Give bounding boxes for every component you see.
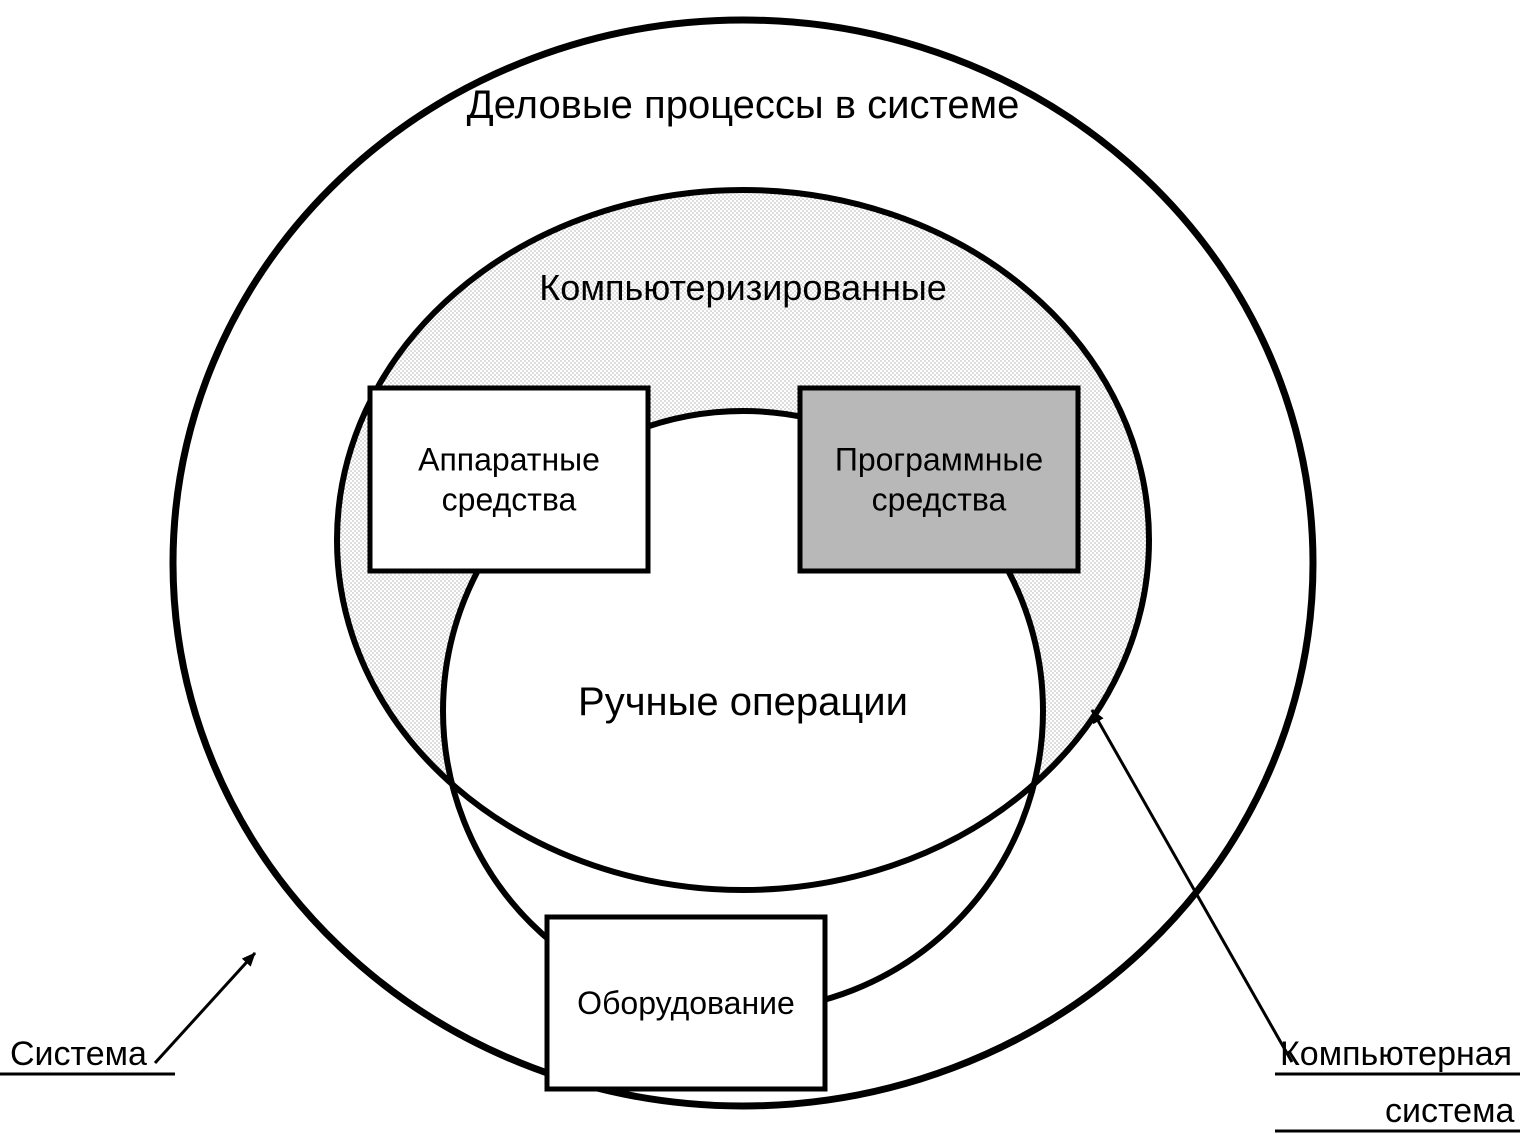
equipment-box: Оборудование <box>547 917 825 1089</box>
callout-left: Система <box>0 953 255 1074</box>
svg-text:Аппаратные: Аппаратные <box>418 442 600 478</box>
inner-title: Ручные операции <box>578 680 908 724</box>
software-box: Программные средства <box>800 388 1078 571</box>
svg-text:Программные: Программные <box>835 442 1043 478</box>
svg-text:Оборудование: Оборудование <box>577 985 795 1021</box>
callout-right-line1: Компьютерная <box>1280 1035 1512 1073</box>
middle-title: Компьютеризированные <box>539 267 947 308</box>
callout-left-label: Система <box>10 1035 147 1073</box>
callout-left-arrow <box>155 953 255 1063</box>
callout-right-line2: система <box>1385 1092 1514 1130</box>
svg-text:средства: средства <box>442 482 577 518</box>
svg-text:средства: средства <box>872 482 1007 518</box>
hardware-box: Аппаратные средства <box>370 388 648 571</box>
system-diagram: Аппаратные средства Программные средства О… <box>0 0 1520 1134</box>
outer-title: Деловые процессы в системе <box>467 83 1020 127</box>
